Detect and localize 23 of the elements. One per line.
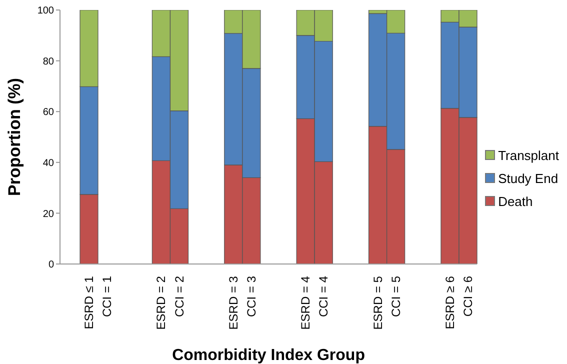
x-tick-label: ESRD ≥ 6 [442,276,457,330]
x-tick-label: CCI = 2 [172,276,186,318]
y-tick-label: 60 [42,107,54,118]
y-tick-label: 20 [42,208,54,220]
x-tick-label: CCI ≥ 6 [461,276,476,317]
x-tick-label: ESRD = 3 [226,276,240,330]
y-tick-label: 80 [42,56,54,68]
legend-label: Transplant [498,148,559,162]
legend-label: Study End [498,170,558,186]
x-tick-label: CCI = 3 [244,276,258,318]
y-tick-label: 40 [42,158,54,169]
y-tick-label: 100 [37,6,54,17]
x-tick-label: ESRD = 5 [370,276,385,330]
x-tick-label: ESRD ≤ 1 [82,276,96,330]
x-tick-label: CCI = 5 [388,276,403,318]
x-tick-label: ESRD = 2 [154,276,168,330]
y-tick-label: 0 [48,260,54,271]
x-tick-label: ESRD = 4 [298,276,313,330]
y-axis-title: Proportion (%) [5,78,24,196]
legend-label: Death [498,194,533,208]
x-tick-label: CCI = 1 [100,276,114,318]
x-axis-title: Comorbidity Index Group [172,347,366,364]
x-tick-label: CCI = 4 [316,276,331,318]
